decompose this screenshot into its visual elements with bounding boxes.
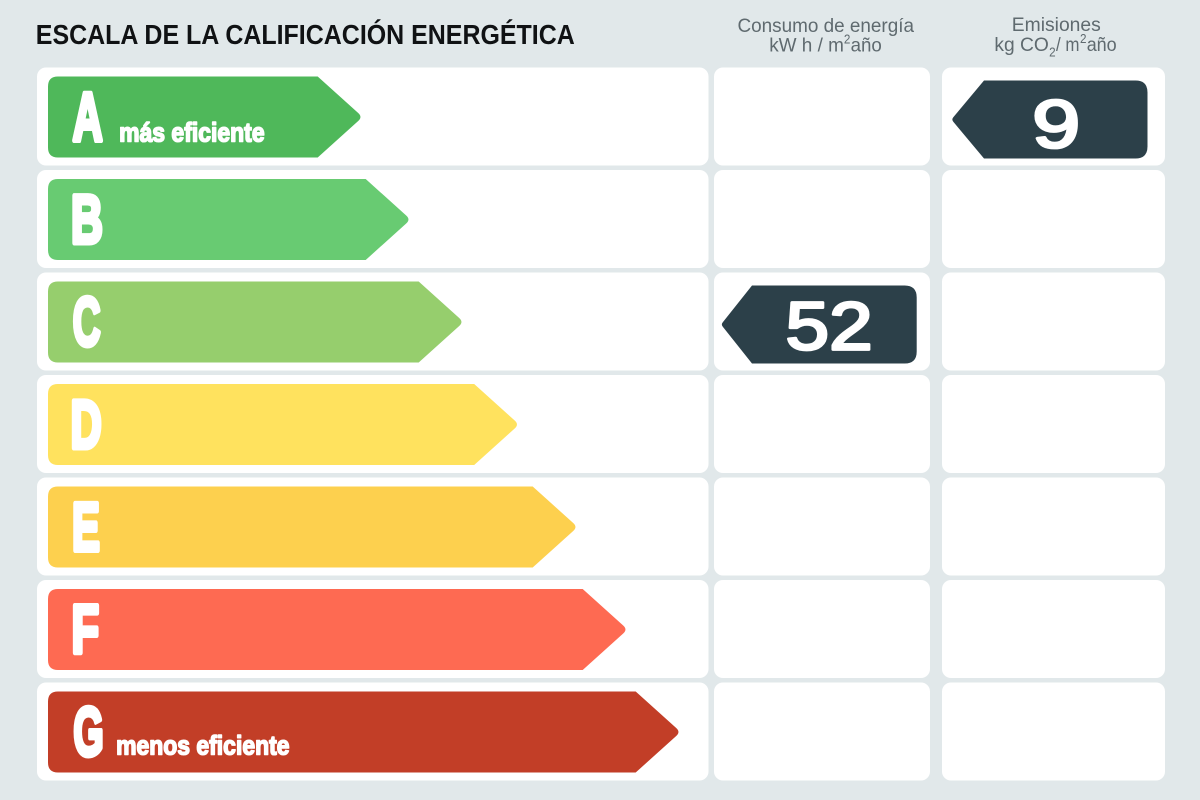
svg-text:A: A <box>73 79 103 156</box>
svg-text:B: B <box>71 181 103 258</box>
svg-text:F: F <box>72 591 100 668</box>
svg-text:año: año <box>851 34 882 56</box>
svg-text:kg CO: kg CO <box>994 34 1049 56</box>
svg-text:E: E <box>72 489 100 566</box>
svg-text:más eficiente: más eficiente <box>119 117 265 147</box>
svg-text:52: 52 <box>786 289 873 365</box>
svg-text:año: año <box>1087 34 1117 56</box>
svg-text:D: D <box>71 386 102 463</box>
svg-text:ESCALA DE LA CALIFICACIÓN ENER: ESCALA DE LA CALIFICACIÓN ENERGÉTICA <box>36 19 575 50</box>
svg-text:kW h / m: kW h / m <box>769 34 844 56</box>
svg-text:C: C <box>73 284 101 361</box>
svg-text:/ m: / m <box>1056 34 1080 56</box>
svg-text:2: 2 <box>1049 46 1056 60</box>
svg-text:9: 9 <box>1032 86 1080 162</box>
svg-text:Consumo de energía: Consumo de energía <box>738 15 915 37</box>
svg-text:2: 2 <box>844 33 851 47</box>
svg-text:menos eficiente: menos eficiente <box>116 731 289 761</box>
svg-text:2: 2 <box>1080 32 1087 46</box>
svg-text:Emisiones: Emisiones <box>1012 14 1101 36</box>
svg-text:G: G <box>73 694 103 771</box>
